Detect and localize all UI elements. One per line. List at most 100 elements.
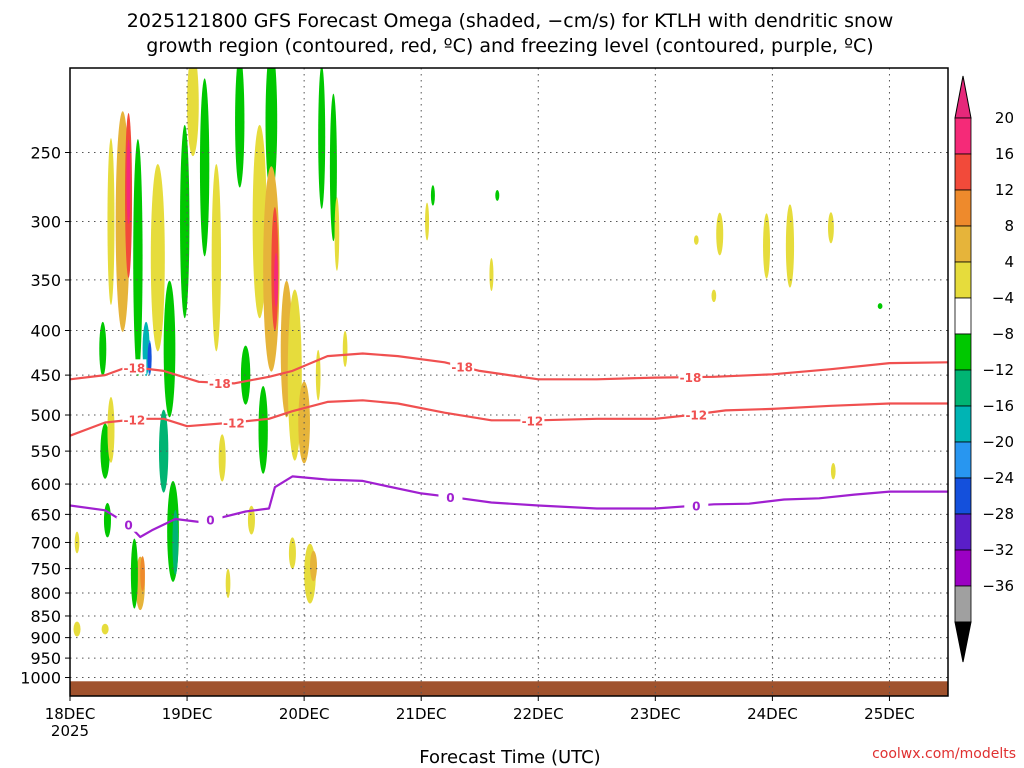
plot-area: -18 -18 -18 -18 -12 -12 -12 -12 0 0 0 0 250 300 350 400…	[20, 67, 949, 723]
y-tick-label: 850	[30, 607, 61, 626]
omega-area	[107, 397, 115, 463]
colorbar-segment	[954, 261, 972, 299]
omega-area	[716, 212, 724, 256]
y-tick-label: 700	[30, 533, 61, 552]
omega-area	[265, 68, 278, 196]
omega-area	[877, 303, 883, 310]
x-tick-label: 23DEC	[630, 705, 681, 723]
contour-label: 0	[692, 500, 700, 514]
omega-area	[126, 139, 131, 224]
omega-area	[252, 124, 267, 319]
y-tick-label: 550	[30, 442, 61, 461]
contour-label-bg	[520, 412, 545, 428]
y-tick-label: 750	[30, 560, 61, 579]
contour-line	[70, 399, 948, 437]
omega-area	[334, 197, 340, 271]
colorbar-label: 20	[995, 109, 1014, 127]
omega-area	[99, 321, 107, 377]
x-tick-label: 25DEC	[864, 705, 915, 723]
colorbar-label: −20	[982, 433, 1014, 451]
omega-area	[495, 190, 500, 201]
omega-area	[288, 537, 296, 569]
colorbar-label: −12	[982, 361, 1014, 379]
omega-area	[240, 345, 251, 405]
colorbar-label: −8	[992, 325, 1014, 343]
omega-area	[342, 330, 348, 368]
contour-line	[70, 352, 948, 385]
x-tick-label: 19DEC	[162, 705, 213, 723]
omega-area	[711, 289, 717, 303]
y-tick-label: 900	[30, 629, 61, 648]
colorbar-segment	[954, 513, 972, 551]
x-axis-subtitle: 2025	[51, 722, 89, 740]
omega-area	[199, 78, 210, 257]
omega-area	[785, 204, 795, 288]
colorbar-label: 4	[1004, 253, 1014, 271]
x-tick-label: 22DEC	[513, 705, 564, 723]
contour-label: -18	[124, 361, 146, 375]
contour-label-bg	[122, 359, 147, 375]
omega-area	[150, 163, 165, 352]
omega-area	[318, 68, 326, 209]
colorbar-segment	[954, 225, 972, 263]
omega-area	[218, 434, 226, 482]
omega-area	[103, 502, 111, 538]
omega-area	[315, 349, 321, 401]
omega-area	[425, 202, 430, 241]
omega-area	[172, 509, 179, 575]
colorbar-label: 12	[995, 181, 1014, 199]
omega-area	[287, 289, 302, 461]
y-tick-label: 300	[30, 213, 61, 232]
colorbar-label: 8	[1004, 217, 1014, 235]
contour-line	[70, 475, 948, 539]
contour-label-bg	[678, 369, 703, 385]
omega-area	[147, 342, 152, 374]
omega-area	[489, 258, 494, 291]
contour-label-bg	[221, 414, 246, 430]
omega-area	[101, 623, 109, 635]
contour-label: 0	[206, 514, 214, 528]
omega-area	[258, 385, 268, 474]
colorbar-label: −36	[982, 577, 1014, 595]
y-tick-label: 500	[30, 406, 61, 425]
colorbar-bottom-arrow	[954, 621, 972, 663]
contour-label-bg	[450, 358, 475, 374]
contour-label-bg	[684, 406, 709, 422]
colorbar-label: −4	[992, 289, 1014, 307]
omega-area	[225, 568, 231, 598]
x-axis-label: Forecast Time (UTC)	[419, 747, 600, 768]
omega-area	[133, 139, 143, 377]
contour-label: -12	[522, 414, 544, 428]
contour-label: -12	[685, 408, 707, 422]
colorbar-segment	[954, 477, 972, 515]
y-tick-label: 400	[30, 322, 61, 341]
colorbar-segment	[954, 405, 972, 443]
colorbar-segment	[954, 153, 972, 191]
contour-label: 0	[124, 519, 132, 533]
contour-label: -18	[209, 377, 231, 391]
colorbar-label: −24	[982, 469, 1014, 487]
ground-strip	[70, 681, 948, 696]
contour-label: -12	[124, 413, 146, 427]
omega-area	[247, 505, 255, 535]
contour-label-bg	[207, 374, 232, 390]
colorbar-segment	[954, 333, 972, 371]
x-tick-label: 24DEC	[747, 705, 798, 723]
x-tick-label: 21DEC	[396, 705, 447, 723]
y-tick-label: 1000	[20, 669, 61, 688]
source-label: coolwx.com/modelts	[872, 746, 1016, 762]
y-tick-label: 450	[30, 366, 61, 385]
x-tick-label: 18DEC	[45, 705, 96, 723]
contour-label-bg	[116, 516, 141, 532]
y-tick-label: 650	[30, 505, 61, 524]
colorbar-label: −32	[982, 541, 1014, 559]
colorbar-segment	[954, 297, 972, 335]
omega-area	[107, 138, 115, 305]
omega-area	[309, 550, 318, 582]
y-tick-label: 600	[30, 475, 61, 494]
omega-area	[211, 163, 222, 352]
colorbar-segment	[954, 549, 972, 587]
omega-area	[763, 213, 771, 279]
omega-area	[329, 93, 337, 242]
